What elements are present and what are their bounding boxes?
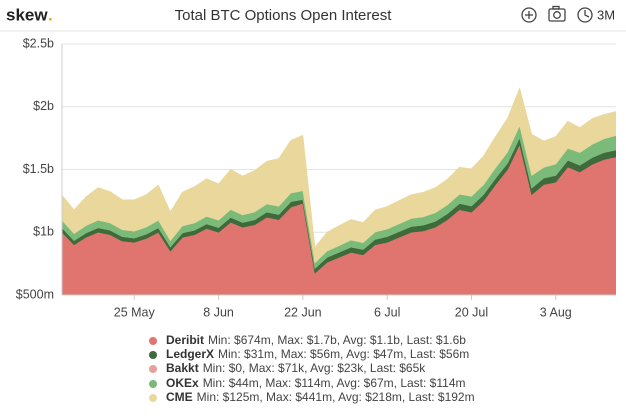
legend-marker bbox=[149, 351, 157, 359]
logo-dot: . bbox=[48, 5, 53, 24]
legend-summary: Min: $0, Max: $71k, Avg: $23k, Last: $65… bbox=[203, 361, 427, 375]
y-tick-label: $1b bbox=[33, 225, 54, 239]
legend-name: Bakkt bbox=[166, 361, 199, 375]
legend-name: OKEx bbox=[166, 376, 199, 390]
legend-summary: Min: $674m, Max: $1.7b, Avg: $1.1b, Last… bbox=[208, 333, 466, 347]
range-label: 3M bbox=[597, 7, 615, 22]
legend-marker bbox=[149, 394, 157, 402]
legend-name: LedgerX bbox=[166, 347, 214, 361]
range-button[interactable]: 3M bbox=[577, 7, 615, 23]
legend-entry: Deribit Min: $674m, Max: $1.7b, Avg: $1.1… bbox=[166, 333, 466, 347]
x-tick-label: 22 Jun bbox=[284, 305, 322, 319]
legend-name: Deribit bbox=[166, 333, 204, 347]
chart-title: Total BTC Options Open Interest bbox=[175, 7, 393, 24]
legend-entry: LedgerX Min: $31m, Max: $56m, Avg: $47m, … bbox=[166, 347, 469, 361]
legend-summary: Min: $125m, Max: $441m, Avg: $218m, Last… bbox=[197, 390, 475, 404]
y-tick-label: $2.5b bbox=[23, 36, 54, 50]
x-tick-label: 8 Jun bbox=[203, 305, 234, 319]
legend-name: CME bbox=[166, 390, 193, 404]
legend-marker bbox=[149, 365, 157, 373]
area bbox=[62, 87, 616, 264]
x-tick-label: 6 Jul bbox=[374, 305, 400, 319]
x-tick-label: 25 May bbox=[114, 305, 156, 319]
y-tick-label: $500m bbox=[16, 287, 54, 301]
x-tick-label: 3 Aug bbox=[540, 305, 572, 319]
y-tick-label: $2b bbox=[33, 99, 54, 113]
legend-summary: Min: $44m, Max: $114m, Avg: $67m, Last: … bbox=[203, 376, 466, 390]
camera-button[interactable] bbox=[548, 5, 566, 22]
legend-marker bbox=[149, 337, 157, 345]
zoom-button[interactable] bbox=[521, 7, 537, 23]
legend-entry: Bakkt Min: $0, Max: $71k, Avg: $23k, Last… bbox=[166, 361, 426, 375]
x-tick-label: 20 Jul bbox=[455, 305, 488, 319]
legend-marker bbox=[149, 380, 157, 388]
legend-summary: Min: $31m, Max: $56m, Avg: $47m, Last: $… bbox=[218, 347, 469, 361]
y-tick-label: $1.5b bbox=[23, 162, 54, 176]
logo: skew bbox=[6, 5, 48, 24]
legend-entry: OKEx Min: $44m, Max: $114m, Avg: $67m, La… bbox=[166, 376, 466, 390]
legend-entry: CME Min: $125m, Max: $441m, Avg: $218m, L… bbox=[166, 390, 475, 404]
